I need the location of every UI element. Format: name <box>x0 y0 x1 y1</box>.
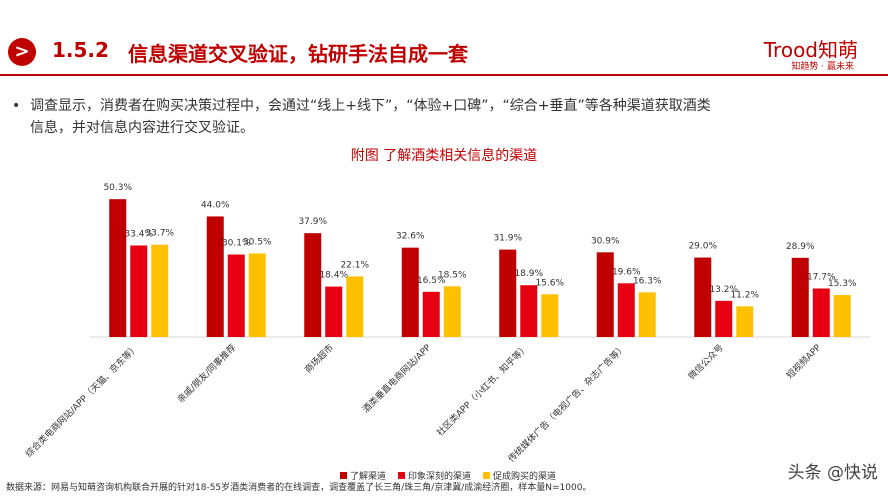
x-tick-label: 微信公众号 <box>686 342 726 382</box>
bar <box>109 199 127 337</box>
value-label: 31.9% <box>493 234 522 244</box>
bar <box>596 252 614 337</box>
x-tick-label: 商场超市 <box>302 342 336 376</box>
legend-label: 促成购买的渠道 <box>493 470 556 482</box>
bar <box>151 244 169 337</box>
bullet-line: 调查显示，消费者在购买决策过程中，会通过“线上+线下”，“体验+口碑”，“综合+… <box>30 95 711 117</box>
legend-swatch <box>340 472 347 479</box>
bar <box>325 286 343 337</box>
bar <box>541 294 559 337</box>
bar <box>227 254 245 337</box>
legend-label: 了解渠道 <box>350 470 386 482</box>
source: 数据来源：网易与知萌咨询机构联合开展的针对18-55岁酒类消费者的在线调查，调查… <box>6 481 591 493</box>
value-label: 44.0% <box>201 200 230 210</box>
x-tick-label: 社区类APP（小红书、知乎等） <box>434 342 531 439</box>
bar <box>130 245 148 337</box>
value-label: 30.5% <box>243 237 272 247</box>
legend-swatch <box>398 472 405 479</box>
value-label: 13.2% <box>709 285 738 295</box>
value-label: 33.7% <box>145 229 174 239</box>
x-tick-label: 传统媒体广告（电视广告、杂志广告等） <box>505 342 628 465</box>
value-label: 30.9% <box>591 236 620 246</box>
value-label: 22.1% <box>340 260 369 270</box>
bar <box>617 283 635 337</box>
bar <box>791 257 809 337</box>
value-label: 16.5% <box>417 276 446 286</box>
value-label: 50.3% <box>103 183 132 193</box>
bar <box>638 292 656 337</box>
header: > 1.5.2 信息渠道交叉验证，钻研手法自成一套 Trood知萌 知趋势 · … <box>0 30 888 76</box>
value-label: 15.3% <box>828 279 857 289</box>
logo: Trood知萌 <box>763 38 858 62</box>
bar <box>499 249 517 337</box>
bar <box>304 233 322 337</box>
bar <box>694 257 712 337</box>
value-label: 18.4% <box>319 271 348 281</box>
x-tick-label: 酒类垂直电商网站/APP <box>360 341 434 415</box>
x-tick-label: 短视频APP <box>784 341 824 381</box>
value-label: 33.4% <box>124 229 153 239</box>
value-label: 19.6% <box>612 267 641 277</box>
value-label: 29.0% <box>688 242 717 252</box>
bar <box>833 295 851 337</box>
value-label: 17.7% <box>807 273 836 283</box>
value-label: 11.2% <box>730 290 759 300</box>
value-label: 30.1% <box>222 239 251 249</box>
header-title: 信息渠道交叉验证，钻研手法自成一套 <box>128 42 468 66</box>
bar <box>520 285 538 337</box>
section-number: 1.5.2 <box>52 38 109 62</box>
bar <box>248 253 266 337</box>
chart-title: 附图 了解酒类相关信息的渠道 <box>351 147 537 164</box>
bar <box>736 306 754 337</box>
slogan: 知趋势 · 赢未来 <box>791 62 854 72</box>
bar <box>401 247 419 337</box>
value-label: 18.9% <box>514 269 543 279</box>
bar <box>346 276 364 337</box>
bar <box>443 286 461 337</box>
bar <box>812 288 830 337</box>
legend-label: 印象深刻的渠道 <box>408 470 471 482</box>
value-label: 16.3% <box>633 276 662 286</box>
bullet-line: 信息，并对信息内容进行交叉验证。 <box>30 120 254 136</box>
watermark: 头条 @快说 <box>788 463 878 483</box>
value-label: 37.9% <box>298 217 327 227</box>
x-tick-label: 综合类电商网站/APP（天猫、京东等） <box>23 342 141 460</box>
bar <box>206 216 224 337</box>
value-label: 18.5% <box>438 270 467 280</box>
bar <box>422 291 440 337</box>
bar <box>715 300 733 337</box>
header-icon: > <box>8 38 36 66</box>
value-label: 28.9% <box>786 242 815 252</box>
value-label: 32.6% <box>396 232 425 242</box>
value-label: 15.6% <box>535 278 564 288</box>
bullet: 调查显示，消费者在购买决策过程中，会通过“线上+线下”，“体验+口碑”，“综合+… <box>30 95 711 139</box>
legend-swatch <box>483 472 490 479</box>
x-tick-label: 亲戚/朋友/同事推荐 <box>175 342 239 406</box>
